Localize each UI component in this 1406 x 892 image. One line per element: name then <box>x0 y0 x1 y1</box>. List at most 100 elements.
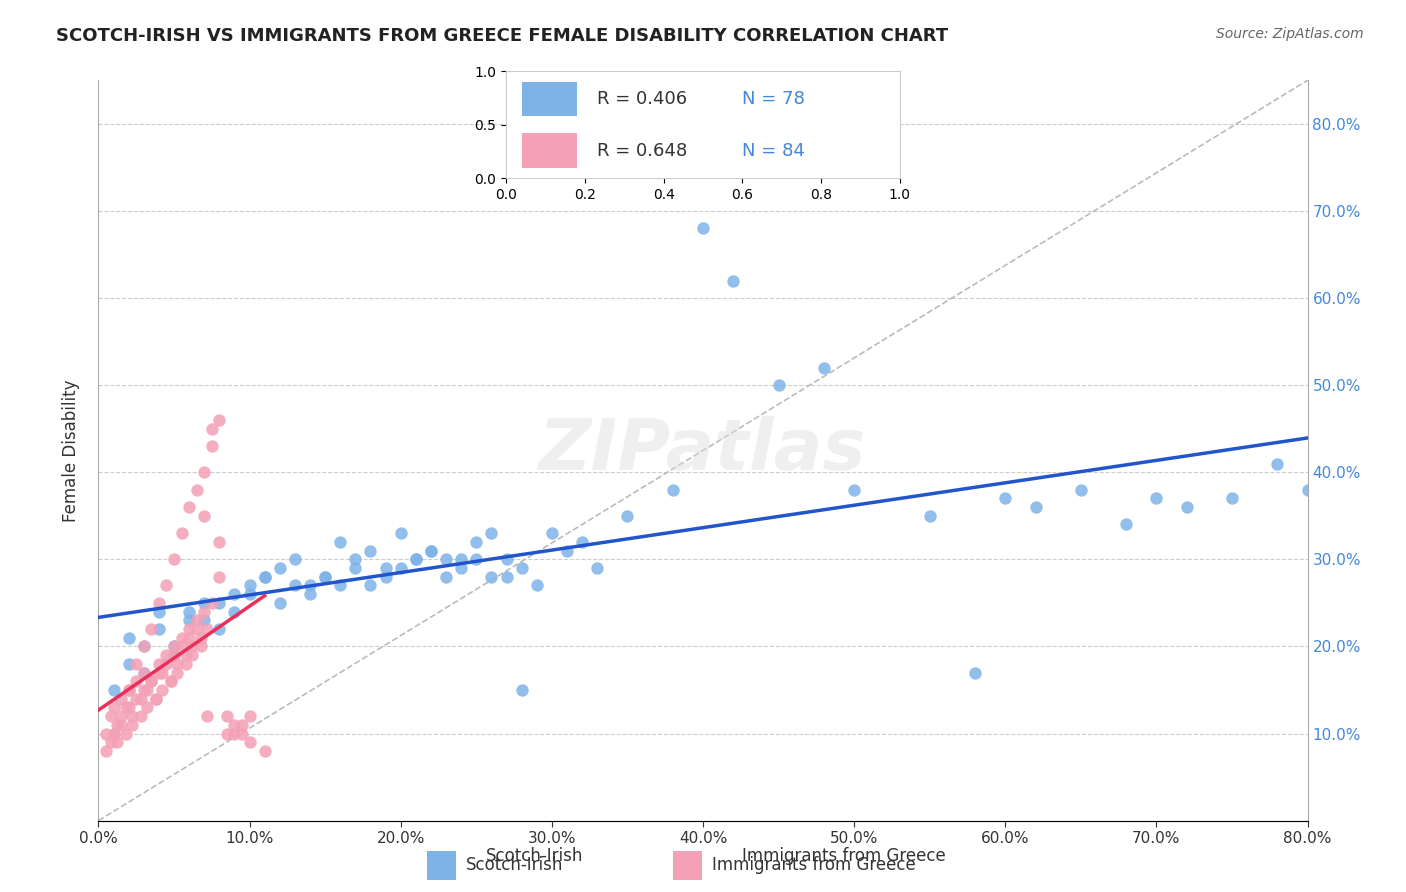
Point <box>181 648 204 662</box>
Point <box>118 631 141 645</box>
Point <box>208 596 231 610</box>
Point <box>201 596 224 610</box>
Point <box>1070 483 1092 497</box>
Point <box>231 726 253 740</box>
Point <box>163 648 186 662</box>
Point <box>195 709 218 723</box>
Point <box>208 622 231 636</box>
Point <box>208 570 231 584</box>
Point <box>768 378 790 392</box>
Point <box>163 552 186 566</box>
Point <box>253 570 276 584</box>
Point <box>661 483 683 497</box>
Point <box>360 543 382 558</box>
Point <box>132 665 155 680</box>
Point <box>118 700 141 714</box>
Point <box>344 552 367 566</box>
Point <box>125 657 148 671</box>
Point <box>195 622 218 636</box>
Point <box>193 465 215 479</box>
Point <box>450 552 472 566</box>
Point <box>105 735 128 749</box>
Point <box>389 526 412 541</box>
Point <box>148 605 170 619</box>
Point <box>844 483 866 497</box>
Point <box>141 622 163 636</box>
Text: R = 0.648: R = 0.648 <box>596 142 688 160</box>
Point <box>118 657 141 671</box>
Point <box>118 683 141 698</box>
Point <box>374 561 396 575</box>
Point <box>179 605 201 619</box>
Point <box>129 709 152 723</box>
Point <box>186 622 208 636</box>
Point <box>103 726 125 740</box>
Point <box>94 744 117 758</box>
Point <box>132 640 155 654</box>
Point <box>586 561 609 575</box>
Point <box>160 674 183 689</box>
Point <box>125 691 148 706</box>
Point <box>129 691 152 706</box>
Point <box>193 596 215 610</box>
Bar <box>427 851 456 880</box>
Text: Scotch-Irish: Scotch-Irish <box>467 856 564 874</box>
Text: SCOTCH-IRISH VS IMMIGRANTS FROM GREECE FEMALE DISABILITY CORRELATION CHART: SCOTCH-IRISH VS IMMIGRANTS FROM GREECE F… <box>56 27 949 45</box>
Text: Scotch-Irish: Scotch-Irish <box>485 847 583 865</box>
Point <box>692 221 714 235</box>
Point <box>103 700 125 714</box>
Point <box>141 674 163 689</box>
Point <box>465 552 488 566</box>
Point <box>555 543 578 558</box>
Point <box>201 422 224 436</box>
Point <box>420 543 443 558</box>
Point <box>121 709 143 723</box>
Point <box>193 508 215 523</box>
Point <box>125 674 148 689</box>
Point <box>344 561 367 575</box>
Point <box>1024 500 1046 514</box>
Point <box>1175 500 1198 514</box>
Point <box>269 561 291 575</box>
Point <box>239 578 262 592</box>
Point <box>434 570 457 584</box>
Point <box>190 640 212 654</box>
Point <box>166 665 188 680</box>
Point <box>465 535 488 549</box>
Point <box>231 718 253 732</box>
Point <box>179 631 201 645</box>
Point <box>100 735 122 749</box>
Point <box>215 709 238 723</box>
Point <box>299 578 322 592</box>
Text: Immigrants from Greece: Immigrants from Greece <box>742 847 945 865</box>
Point <box>110 691 132 706</box>
Point <box>132 665 155 680</box>
Point <box>1144 491 1167 506</box>
Point <box>150 665 173 680</box>
Point <box>103 726 125 740</box>
Point <box>163 640 186 654</box>
Point <box>145 691 167 706</box>
Point <box>155 648 177 662</box>
Point <box>405 552 427 566</box>
Point <box>314 570 336 584</box>
Point <box>374 570 396 584</box>
Point <box>405 552 427 566</box>
Point <box>150 683 173 698</box>
Point <box>526 578 548 592</box>
Point <box>135 683 157 698</box>
Point <box>193 605 215 619</box>
Point <box>571 535 593 549</box>
Point <box>208 535 231 549</box>
Point <box>160 674 183 689</box>
Point <box>174 657 197 671</box>
Point <box>186 613 208 627</box>
Text: ZIPatlas: ZIPatlas <box>540 416 866 485</box>
Point <box>193 613 215 627</box>
Point <box>166 657 188 671</box>
Point <box>813 360 835 375</box>
Point <box>239 735 262 749</box>
Point <box>510 561 533 575</box>
Point <box>314 570 336 584</box>
Point <box>179 500 201 514</box>
